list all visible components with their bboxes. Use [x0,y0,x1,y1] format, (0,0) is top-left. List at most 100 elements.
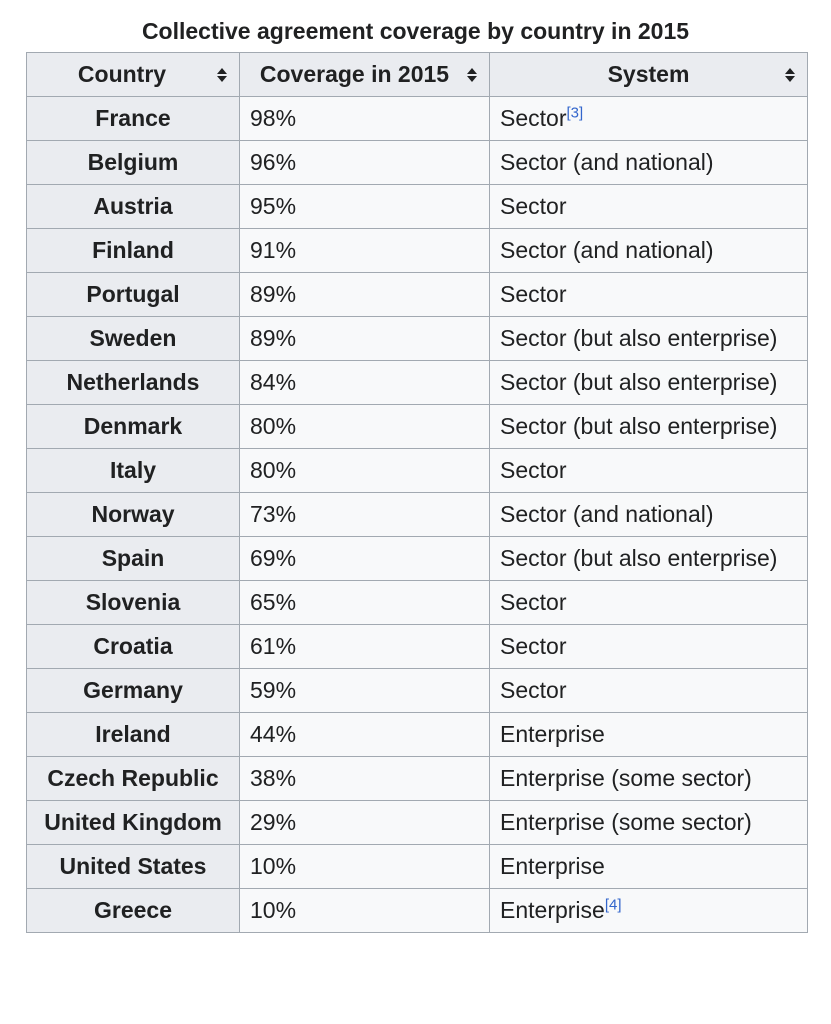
coverage-cell: 84% [239,360,490,405]
country-cell: Ireland [26,712,240,757]
system-text: Sector [500,677,567,703]
system-text: Sector (but also enterprise) [500,369,778,395]
country-cell: Portugal [26,272,240,317]
country-cell: Czech Republic [26,756,240,801]
system-cell: Enterprise[4] [489,888,808,933]
system-cell: Sector [489,272,808,317]
coverage-cell: 65% [239,580,490,625]
coverage-cell: 80% [239,448,490,493]
coverage-cell: 80% [239,404,490,449]
system-text: Enterprise (some sector) [500,809,752,835]
country-cell: Finland [26,228,240,273]
table-caption: Collective agreement coverage by country… [141,18,690,44]
coverage-cell: 96% [239,140,490,185]
coverage-cell: 73% [239,492,490,537]
system-cell: Sector (but also enterprise) [489,404,808,449]
table-body: France 98% Sector[3] Belgium 96% Sector (and … [26,96,808,933]
country-cell: Norway [26,492,240,537]
coverage-cell: 44% [239,712,490,757]
country-cell: Greece [26,888,240,933]
country-cell: France [26,96,240,141]
table-row: Sweden 89% Sector (but also enterprise) [26,316,808,361]
table-row: Ireland 44% Enterprise [26,712,808,757]
table-row: Croatia 61% Sector [26,624,808,669]
system-cell: Sector (and national) [489,492,808,537]
column-header-country[interactable]: Country [26,52,240,97]
system-text: Sector (but also enterprise) [500,413,778,439]
system-cell: Sector [489,624,808,669]
table-row: Finland 91% Sector (and national) [26,228,808,273]
system-text: Sector (and national) [500,501,714,527]
system-cell: Enterprise (some sector) [489,756,808,801]
coverage-cell: 10% [239,888,490,933]
system-cell: Sector[3] [489,96,808,141]
reference-superscript: [4] [605,896,622,913]
country-cell: Netherlands [26,360,240,405]
coverage-cell: 10% [239,844,490,889]
table-row: Germany 59% Sector [26,668,808,713]
column-header-label: System [607,61,690,87]
header-row: Country Coverage in 2015 System [26,52,808,97]
table-row: Netherlands 84% Sector (but also enterpris… [26,360,808,405]
table-row: Austria 95% Sector [26,184,808,229]
system-cell: Sector (but also enterprise) [489,360,808,405]
system-cell: Enterprise (some sector) [489,800,808,845]
system-text: Sector [500,589,567,615]
table-row: Czech Republic 38% Enterprise (some sector… [26,756,808,801]
reference-link[interactable]: [3] [566,104,584,122]
table-row: Belgium 96% Sector (and national) [26,140,808,185]
column-header-system[interactable]: System [489,52,808,97]
coverage-cell: 61% [239,624,490,669]
coverage-cell: 95% [239,184,490,229]
system-text: Sector (and national) [500,149,714,175]
coverage-table: Country Coverage in 2015 System France 98… [26,52,808,933]
system-cell: Enterprise [489,712,808,757]
system-cell: Sector [489,184,808,229]
sort-arrows-icon[interactable] [784,66,796,84]
table-row: Slovenia 65% Sector [26,580,808,625]
table-row: Italy 80% Sector [26,448,808,493]
table-row: Norway 73% Sector (and national) [26,492,808,537]
country-cell: Sweden [26,316,240,361]
table-row: Portugal 89% Sector [26,272,808,317]
system-text: Enterprise [500,897,605,923]
system-cell: Enterprise [489,844,808,889]
coverage-cell: 98% [239,96,490,141]
table-row: Denmark 80% Sector (but also enterprise) [26,404,808,449]
system-text: Enterprise [500,853,605,879]
column-header-label: Coverage in 2015 [259,61,450,87]
column-header-coverage[interactable]: Coverage in 2015 [239,52,490,97]
table-row: Greece 10% Enterprise[4] [26,888,808,933]
country-cell: Germany [26,668,240,713]
country-cell: Slovenia [26,580,240,625]
column-header-label: Country [77,61,167,87]
coverage-cell: 29% [239,800,490,845]
coverage-cell: 89% [239,272,490,317]
system-text: Sector (but also enterprise) [500,545,778,571]
coverage-cell: 59% [239,668,490,713]
system-cell: Sector (but also enterprise) [489,316,808,361]
system-cell: Sector (and national) [489,228,808,273]
country-cell: Croatia [26,624,240,669]
table-row: United Kingdom 29% Enterprise (some sector… [26,800,808,845]
country-cell: Austria [26,184,240,229]
table-row: France 98% Sector[3] [26,96,808,141]
country-cell: United States [26,844,240,889]
system-text: Enterprise [500,721,605,747]
country-cell: Spain [26,536,240,581]
sort-arrows-icon[interactable] [466,66,478,84]
reference-link[interactable]: [4] [604,896,622,914]
system-text: Enterprise (some sector) [500,765,752,791]
sort-arrows-icon[interactable] [216,66,228,84]
system-cell: Sector [489,668,808,713]
country-cell: United Kingdom [26,800,240,845]
system-text: Sector [500,633,567,659]
system-text: Sector (but also enterprise) [500,325,778,351]
coverage-cell: 91% [239,228,490,273]
system-text: Sector (and national) [500,237,714,263]
system-cell: Sector (and national) [489,140,808,185]
system-cell: Sector [489,580,808,625]
country-cell: Italy [26,448,240,493]
coverage-cell: 69% [239,536,490,581]
